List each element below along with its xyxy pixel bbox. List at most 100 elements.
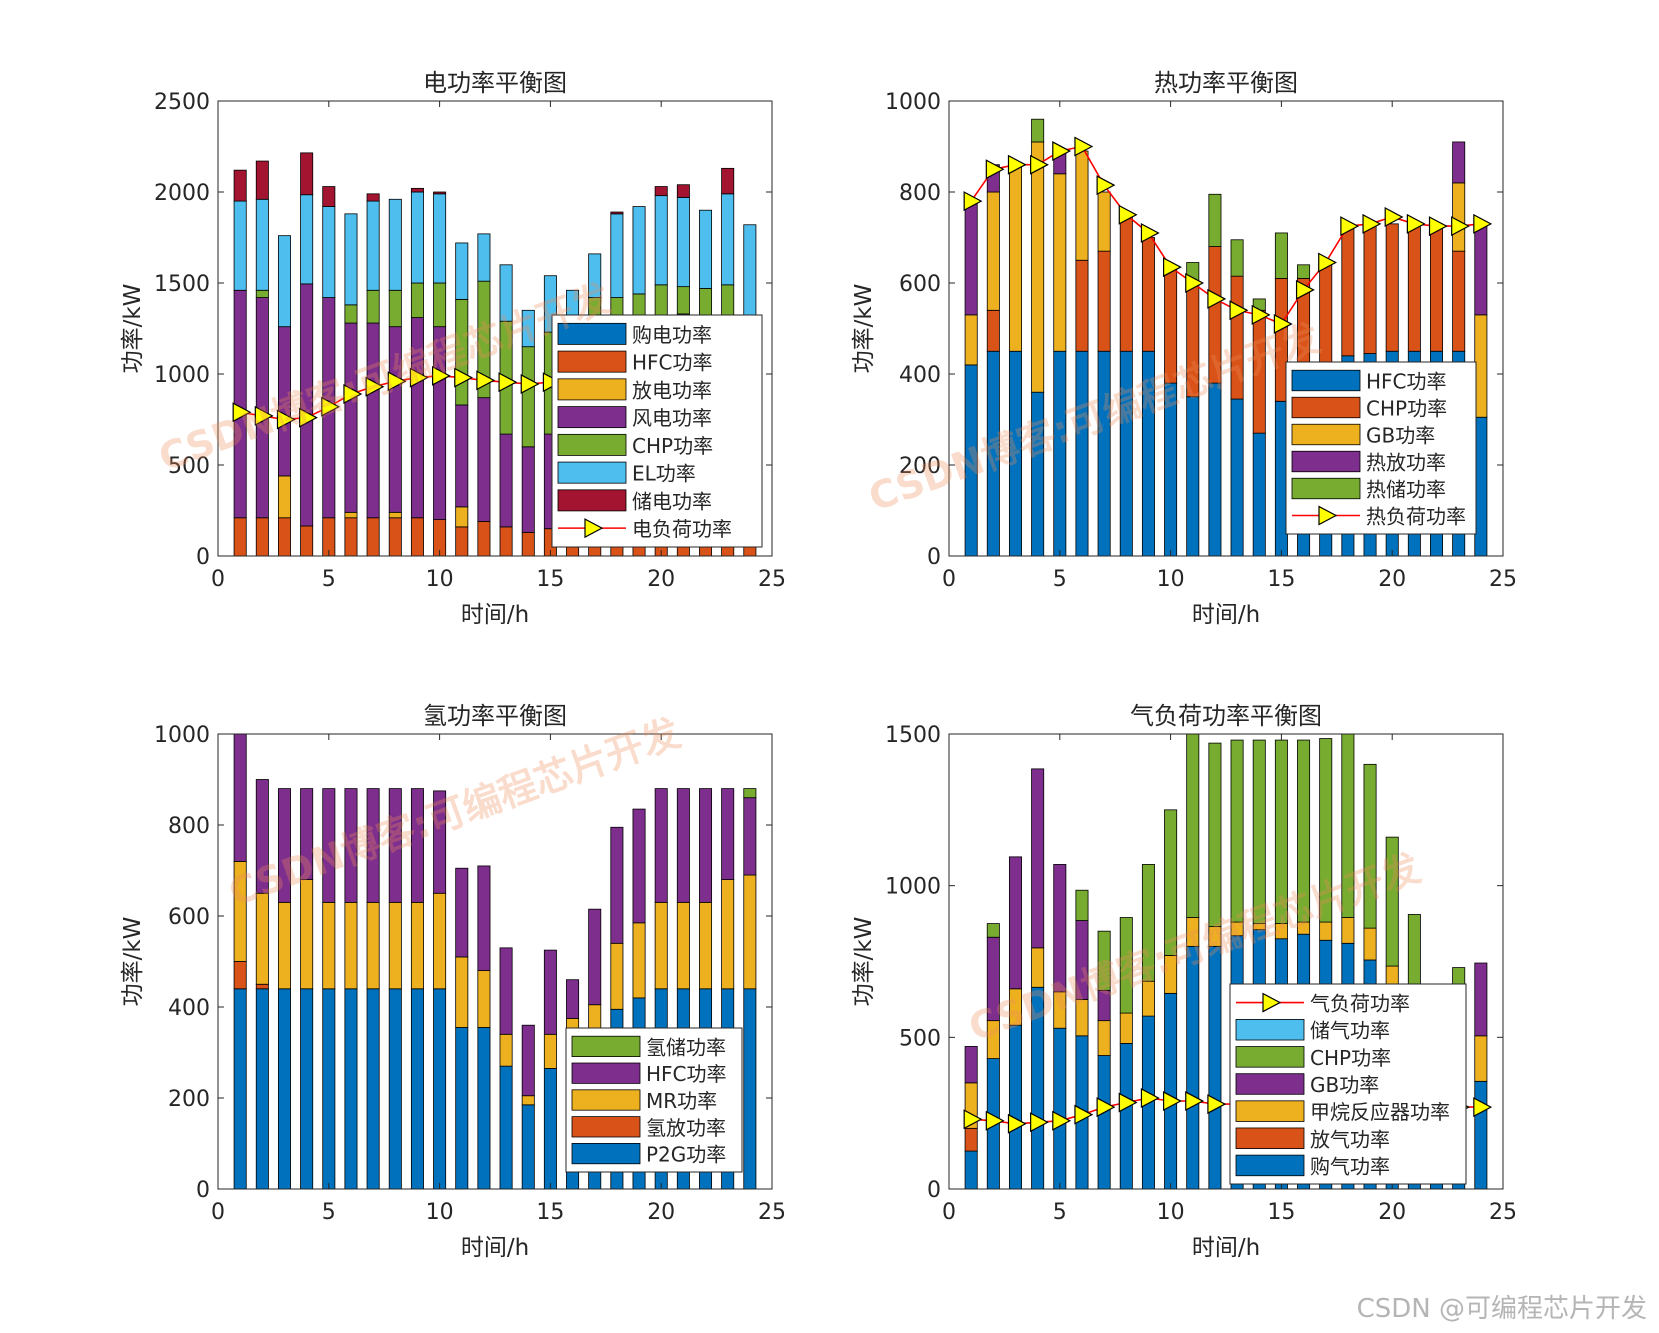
x-tick-label: 15 xyxy=(536,567,564,592)
load-marker xyxy=(1007,154,1027,175)
bar-segment xyxy=(477,970,491,1028)
y-axis-label: 功率/kW xyxy=(851,284,877,374)
bar-segment xyxy=(1230,398,1244,557)
bar-segment xyxy=(1097,930,1111,991)
bar-segment xyxy=(388,198,402,291)
bar-segment xyxy=(1252,432,1266,557)
axes-box xyxy=(217,100,773,557)
load-marker xyxy=(1052,1110,1072,1131)
bar-segment xyxy=(344,322,358,513)
bar-segment xyxy=(410,517,424,557)
bar-segment xyxy=(477,233,491,282)
bar-segment xyxy=(588,253,602,298)
bar-segment xyxy=(388,289,402,328)
bar-segment xyxy=(964,314,978,366)
load-marker xyxy=(1251,304,1271,325)
bar-segment xyxy=(654,901,668,990)
load-marker xyxy=(299,407,318,428)
bar-segment xyxy=(233,169,247,202)
legend-swatch xyxy=(557,322,627,345)
legend-swatch xyxy=(571,1035,641,1057)
bar-segment xyxy=(632,206,646,295)
bar-segment xyxy=(521,531,535,557)
bar-segment xyxy=(676,901,690,990)
load-marker xyxy=(1473,213,1493,234)
bar-segment xyxy=(1474,962,1488,1037)
load-marker xyxy=(1007,1113,1027,1134)
load-marker xyxy=(498,372,518,393)
bar-segment xyxy=(255,779,269,894)
legend-marker-swatch xyxy=(1262,992,1282,1013)
bar-segment xyxy=(986,309,1000,352)
bar-segment xyxy=(1075,150,1089,261)
legend-swatch xyxy=(1291,369,1361,392)
bar-segment xyxy=(433,790,447,894)
bar-segment xyxy=(1230,239,1244,277)
bar-segment xyxy=(1031,768,1045,949)
bar-segment xyxy=(1474,314,1488,418)
bar-segment xyxy=(499,947,513,1035)
bar-segment xyxy=(499,433,513,528)
bar-segment xyxy=(233,988,247,1190)
bar-segment xyxy=(1452,250,1466,352)
bar-segment xyxy=(388,901,402,990)
bar-segment xyxy=(566,979,580,1019)
bar-segment xyxy=(455,404,469,508)
bar-segment xyxy=(255,198,269,291)
bar-segment xyxy=(1097,191,1111,252)
legend-swatch xyxy=(571,1143,641,1165)
bar-segment xyxy=(1319,738,1333,923)
bar-segment xyxy=(344,304,358,324)
y-axis-label: 功率/kW xyxy=(120,284,146,374)
x-tick-label: 5 xyxy=(1053,567,1067,592)
bar-segment xyxy=(300,879,314,990)
bar-segment xyxy=(1164,809,1178,956)
bar-segment xyxy=(588,908,602,1006)
x-tick-label: 0 xyxy=(211,567,225,592)
load-marker xyxy=(254,405,274,426)
bar-segment xyxy=(1363,763,1377,929)
bar-segment xyxy=(233,517,247,557)
x-tick-label: 15 xyxy=(1267,567,1295,592)
load-marker xyxy=(1140,222,1160,243)
bar-segment xyxy=(410,282,424,318)
bar-segment xyxy=(433,988,447,1190)
bar-segment xyxy=(1474,1035,1488,1082)
bar-segment xyxy=(433,193,447,284)
legend-swatch xyxy=(1235,1127,1305,1150)
bar-segment xyxy=(521,446,535,533)
legend-label: 购气功率 xyxy=(1310,1154,1390,1178)
bar-segment xyxy=(1119,1043,1133,1190)
bar-segment xyxy=(410,191,424,284)
y-axis-label: 功率/kW xyxy=(851,917,877,1007)
legend-label: EL功率 xyxy=(632,462,696,486)
x-tick-label: 25 xyxy=(758,567,786,592)
x-tick-label: 15 xyxy=(536,1200,564,1225)
bar-segment xyxy=(322,788,336,903)
y-tick-label: 1000 xyxy=(885,875,941,900)
bar-segment xyxy=(433,282,447,328)
bar-segment xyxy=(1097,250,1111,352)
y-tick-label: 600 xyxy=(168,905,210,930)
x-tick-label: 25 xyxy=(1489,567,1517,592)
bar-segment xyxy=(255,160,269,200)
bar-segment xyxy=(1141,237,1155,352)
bar-segment xyxy=(233,961,247,990)
bar-segment xyxy=(699,788,713,903)
legend-label: 氢储功率 xyxy=(646,1035,726,1059)
legend-swatch xyxy=(557,433,627,456)
bar-segment xyxy=(699,209,713,289)
bar-segment xyxy=(676,286,690,315)
load-line xyxy=(970,145,1481,325)
x-tick-label: 5 xyxy=(322,567,336,592)
bar-segment xyxy=(300,152,314,196)
bar-segment xyxy=(1075,259,1089,352)
legend-label: MR功率 xyxy=(646,1089,717,1113)
bar-segment xyxy=(499,1065,513,1190)
bar-segment xyxy=(1385,836,1399,967)
x-tick-label: 25 xyxy=(1489,1200,1517,1225)
bar-segment xyxy=(632,808,646,924)
bar-segment xyxy=(255,983,269,990)
